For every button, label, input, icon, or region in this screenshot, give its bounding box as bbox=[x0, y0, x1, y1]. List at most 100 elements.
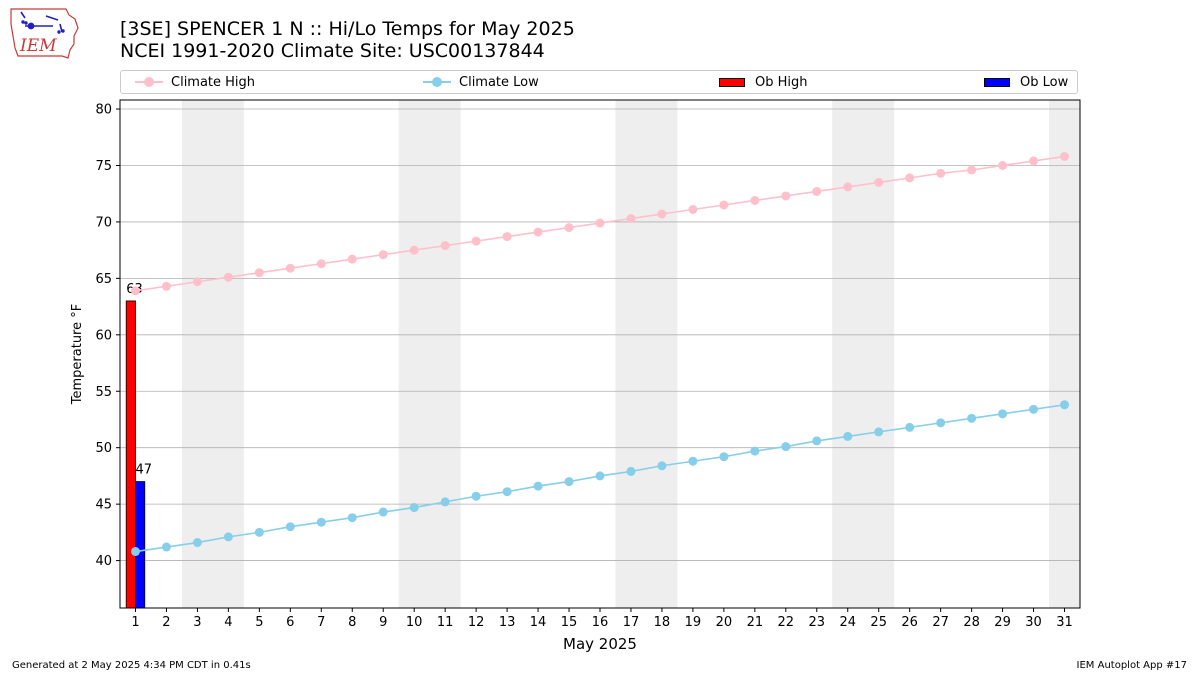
climate-low-point-day-26 bbox=[905, 422, 915, 432]
x-tick-label-21: 21 bbox=[747, 615, 764, 630]
climate-high-point-day-5 bbox=[254, 268, 264, 278]
climate-low-point-day-10 bbox=[409, 503, 419, 513]
footer-app-id: IEM Autoplot App #17 bbox=[1076, 660, 1187, 671]
climate-high-point-day-7 bbox=[316, 259, 326, 269]
climate-high-point-day-27 bbox=[936, 168, 946, 178]
climate-low-point-day-6 bbox=[285, 522, 295, 532]
ob-high-swatch bbox=[719, 77, 745, 87]
climate-low-point-day-5 bbox=[254, 527, 264, 537]
y-tick-label-45: 45 bbox=[95, 498, 112, 513]
x-tick-label-15: 15 bbox=[561, 615, 578, 630]
x-tick-label-30: 30 bbox=[1025, 615, 1042, 630]
x-tick-label-12: 12 bbox=[468, 615, 485, 630]
weekend-shade-5 bbox=[1049, 100, 1080, 608]
x-tick-label-19: 19 bbox=[685, 615, 702, 630]
y-tick-label-75: 75 bbox=[95, 159, 112, 174]
climate-low-point-day-25 bbox=[874, 427, 884, 437]
climate-high-point-day-23 bbox=[812, 186, 822, 196]
weekend-shade-1 bbox=[181, 100, 244, 608]
x-tick-label-27: 27 bbox=[932, 615, 949, 630]
legend-label-climate-high: Climate High bbox=[171, 74, 256, 90]
label-ob-low-day-1: 47 bbox=[135, 463, 152, 478]
climate-high-point-day-24 bbox=[843, 182, 853, 192]
x-tick-label-23: 23 bbox=[809, 615, 826, 630]
x-tick-label-1: 1 bbox=[131, 615, 139, 630]
x-tick-label-3: 3 bbox=[193, 615, 201, 630]
climate-high-point-day-20 bbox=[719, 200, 729, 210]
x-tick-label-29: 29 bbox=[994, 615, 1011, 630]
x-tick-label-14: 14 bbox=[530, 615, 547, 630]
climate-high-point-day-8 bbox=[347, 254, 357, 264]
x-tick-label-26: 26 bbox=[901, 615, 918, 630]
x-tick-label-11: 11 bbox=[437, 615, 454, 630]
bar-ob-high-day-1 bbox=[125, 300, 136, 609]
climate-low-point-day-7 bbox=[316, 517, 326, 527]
legend: Climate High Climate Low Ob High Ob Low bbox=[120, 70, 1078, 94]
legend-item-climate-high: Climate High bbox=[135, 71, 255, 93]
x-tick-label-7: 7 bbox=[317, 615, 325, 630]
legend-label-climate-low: Climate Low bbox=[459, 74, 539, 90]
climate-high-point-day-17 bbox=[626, 214, 636, 224]
climate-high-point-day-9 bbox=[378, 250, 388, 260]
title-line-1: [3SE] SPENCER 1 N :: Hi/Lo Temps for May… bbox=[120, 18, 575, 40]
climate-low-point-day-23 bbox=[812, 436, 822, 446]
footer-generated: Generated at 2 May 2025 4:34 PM CDT in 0… bbox=[12, 660, 251, 671]
climate-low-point-day-2 bbox=[161, 542, 171, 552]
climate-high-swatch bbox=[135, 77, 163, 87]
ob-low-swatch bbox=[984, 77, 1010, 87]
x-tick-label-10: 10 bbox=[406, 615, 423, 630]
x-tick-label-6: 6 bbox=[286, 615, 294, 630]
legend-item-ob-high: Ob High bbox=[719, 71, 808, 93]
climate-high-point-day-10 bbox=[409, 245, 419, 255]
x-tick-label-22: 22 bbox=[778, 615, 795, 630]
x-tick-label-18: 18 bbox=[654, 615, 671, 630]
climate-low-point-day-15 bbox=[564, 477, 574, 487]
climate-low-point-day-22 bbox=[781, 442, 791, 452]
climate-high-point-day-30 bbox=[1029, 156, 1039, 166]
y-axis-label: Temperature °F bbox=[70, 304, 85, 405]
climate-high-point-day-4 bbox=[223, 272, 233, 282]
title-line-2: NCEI 1991-2020 Climate Site: USC00137844 bbox=[120, 40, 545, 62]
climate-high-point-day-14 bbox=[533, 227, 543, 237]
x-tick-label-8: 8 bbox=[348, 615, 356, 630]
climate-low-point-day-1 bbox=[130, 547, 140, 557]
x-tick-label-28: 28 bbox=[963, 615, 980, 630]
iowa-state-outline-icon: IEM bbox=[10, 8, 79, 59]
climate-high-point-day-15 bbox=[564, 223, 574, 233]
climate-low-swatch bbox=[423, 77, 451, 87]
y-tick-label-55: 55 bbox=[95, 385, 112, 400]
climate-high-point-day-12 bbox=[471, 236, 481, 246]
chart-title: [3SE] SPENCER 1 N :: Hi/Lo Temps for May… bbox=[120, 18, 575, 62]
x-tick-label-24: 24 bbox=[839, 615, 856, 630]
weekend-shade-3 bbox=[615, 100, 678, 608]
x-tick-label-9: 9 bbox=[379, 615, 387, 630]
y-tick-label-70: 70 bbox=[95, 215, 112, 230]
x-tick-label-20: 20 bbox=[716, 615, 733, 630]
climate-low-point-day-14 bbox=[533, 481, 543, 491]
climate-high-point-day-29 bbox=[998, 160, 1008, 170]
x-tick-label-17: 17 bbox=[623, 615, 640, 630]
climate-low-point-day-29 bbox=[998, 409, 1008, 419]
climate-low-point-day-28 bbox=[967, 413, 977, 423]
y-tick-label-50: 50 bbox=[95, 441, 112, 456]
climate-high-point-day-31 bbox=[1060, 151, 1070, 161]
climate-low-point-day-11 bbox=[440, 497, 450, 507]
y-tick-label-65: 65 bbox=[95, 272, 112, 287]
legend-label-ob-high: Ob High bbox=[755, 74, 808, 90]
climate-high-point-day-25 bbox=[874, 177, 884, 187]
iem-logo-text: IEM bbox=[19, 36, 57, 56]
iem-logo: IEM bbox=[8, 6, 80, 60]
climate-high-point-day-1 bbox=[130, 286, 140, 296]
climate-low-point-day-3 bbox=[192, 538, 202, 548]
bar-ob-low-day-1 bbox=[135, 481, 146, 609]
x-tick-label-2: 2 bbox=[162, 615, 170, 630]
climate-low-point-day-17 bbox=[626, 466, 636, 476]
climate-high-point-day-13 bbox=[502, 232, 512, 242]
legend-item-climate-low: Climate Low bbox=[423, 71, 539, 93]
climate-low-point-day-13 bbox=[502, 487, 512, 497]
legend-label-ob-low: Ob Low bbox=[1020, 74, 1069, 90]
climate-low-point-day-18 bbox=[657, 461, 667, 471]
climate-low-point-day-12 bbox=[471, 491, 481, 501]
x-tick-label-31: 31 bbox=[1056, 615, 1073, 630]
